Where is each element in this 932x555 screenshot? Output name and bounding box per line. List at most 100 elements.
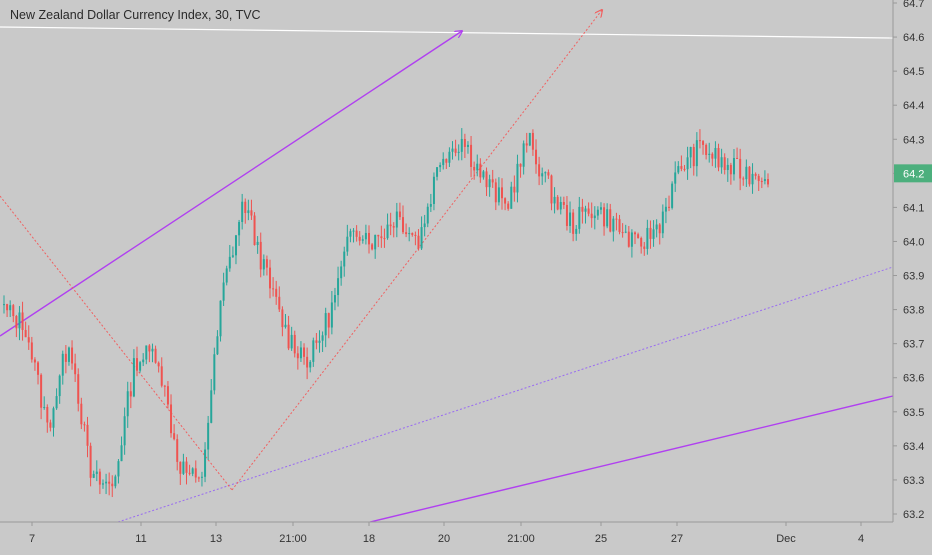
candle-body <box>52 408 55 428</box>
candle-body <box>609 209 612 232</box>
dotted-up-arrow <box>231 10 602 491</box>
candle-body <box>225 268 228 283</box>
y-tick-label: 63.8 <box>903 305 924 317</box>
candle-body <box>98 471 101 485</box>
candle-body <box>652 229 655 239</box>
y-tick-label: 63.3 <box>903 475 924 487</box>
candle-body <box>58 375 61 397</box>
x-tick-label: 4 <box>858 533 864 545</box>
candle-body <box>389 224 392 227</box>
candle-body <box>27 337 30 343</box>
candle-body <box>197 477 200 479</box>
candle-body <box>417 235 420 249</box>
candle-body <box>3 304 5 306</box>
candle-body <box>454 148 457 153</box>
candle-body <box>562 202 565 205</box>
candle-body <box>655 224 658 230</box>
candle-body <box>723 157 726 170</box>
candle-body <box>247 210 250 214</box>
candle-body <box>123 416 126 446</box>
candle-body <box>432 176 435 204</box>
candle-body <box>767 179 769 185</box>
y-tick-label: 64.0 <box>903 236 924 248</box>
candle-body <box>154 348 157 363</box>
candle-body <box>692 147 695 167</box>
candle-body <box>290 334 293 349</box>
candle-body <box>637 234 640 239</box>
candle-body <box>615 218 618 220</box>
candle-body <box>284 324 287 328</box>
candles-layer <box>3 128 769 498</box>
candle-body <box>142 359 145 363</box>
chart-title: New Zealand Dollar Currency Index, 30, T… <box>10 8 261 22</box>
candle-body <box>117 461 120 477</box>
candle-body <box>132 358 135 397</box>
candle-body <box>618 219 621 233</box>
candle-body <box>299 347 302 359</box>
candle-body <box>74 363 77 375</box>
candle-body <box>234 235 237 256</box>
candle-body <box>751 173 754 185</box>
candle-body <box>358 236 361 241</box>
candle-body <box>510 186 513 209</box>
candle-body <box>436 167 439 177</box>
candle-body <box>395 211 398 228</box>
candle-body <box>340 266 343 279</box>
candle-body <box>729 164 732 175</box>
candle-body <box>460 138 463 152</box>
candle-body <box>83 424 86 426</box>
candle-body <box>680 166 683 169</box>
candle-body <box>108 481 111 484</box>
candle-body <box>244 201 247 214</box>
candle-body <box>550 175 553 204</box>
candle-body <box>429 203 432 207</box>
candle-body <box>569 212 572 226</box>
candle-body <box>145 345 148 360</box>
candle-body <box>705 144 708 155</box>
y-tick-label: 64.6 <box>903 32 924 44</box>
candle-body <box>111 483 114 487</box>
candle-body <box>392 226 395 228</box>
y-tick-label: 64.3 <box>903 134 924 146</box>
candle-body <box>497 187 500 203</box>
candle-body <box>411 233 414 235</box>
candle-body <box>333 295 336 303</box>
candle-body <box>482 171 485 178</box>
candle-body <box>513 186 516 193</box>
candle-body <box>578 206 581 229</box>
candle-body <box>711 153 714 159</box>
candle-body <box>231 255 234 257</box>
candle-body <box>179 461 182 474</box>
y-tick-label: 64.5 <box>903 66 924 78</box>
candle-body <box>33 359 36 363</box>
candle-body <box>49 422 52 428</box>
candle-body <box>457 151 460 153</box>
x-tick-label: 25 <box>595 533 607 545</box>
candle-body <box>470 144 473 167</box>
candle-body <box>160 366 163 386</box>
candle-body <box>553 196 556 204</box>
candle-body <box>136 358 139 371</box>
candle-body <box>760 181 763 183</box>
candle-body <box>575 228 578 234</box>
candle-body <box>677 166 680 173</box>
candle-body <box>674 172 677 184</box>
candle-body <box>671 183 674 208</box>
candle-body <box>269 267 272 289</box>
candle-body <box>500 187 503 199</box>
candle-body <box>364 232 367 240</box>
candle-body <box>281 309 284 328</box>
candle-body <box>315 340 318 343</box>
candle-body <box>726 164 729 170</box>
candle-body <box>488 179 491 188</box>
candle-body <box>528 132 531 146</box>
candle-body <box>708 153 711 155</box>
candle-body <box>420 227 423 249</box>
candle-body <box>213 354 216 391</box>
x-tick-label: 21:00 <box>279 533 307 545</box>
candle-body <box>516 163 519 193</box>
candle-body <box>714 147 717 159</box>
candle-body <box>442 158 445 166</box>
candle-body <box>473 166 476 171</box>
